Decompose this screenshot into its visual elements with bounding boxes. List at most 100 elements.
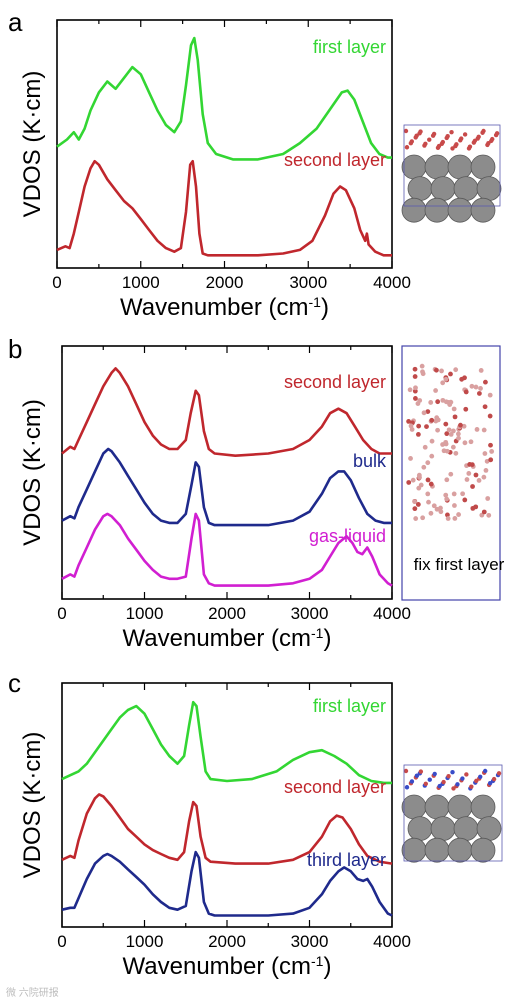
adsorbed-molecule xyxy=(423,781,428,786)
water-molecule xyxy=(474,427,480,432)
x-tick-label: 1000 xyxy=(126,604,164,623)
water-molecule xyxy=(445,512,450,518)
adsorbed-molecule xyxy=(459,136,464,141)
water-molecule xyxy=(416,472,422,478)
x-tick-label: 0 xyxy=(57,604,66,623)
metal-atom xyxy=(401,837,427,863)
adsorbed-molecule xyxy=(486,140,491,146)
x-axis-label: Wavenumber (cm-1) xyxy=(123,953,332,980)
adsorbed-molecule xyxy=(427,777,432,782)
x-axis-label-close: ) xyxy=(323,625,331,652)
metal-atom xyxy=(447,154,473,180)
x-axis-label-superscript: -1 xyxy=(309,294,322,310)
water-molecule xyxy=(452,516,458,521)
adsorbed-molecule xyxy=(440,139,446,145)
metal-atom xyxy=(401,197,427,223)
water-molecule xyxy=(412,506,418,512)
water-molecule xyxy=(422,444,428,450)
adsorbed-molecule xyxy=(445,134,450,139)
water-molecule xyxy=(424,424,429,430)
metal-atom xyxy=(430,816,456,841)
adsorbed-molecule xyxy=(496,771,502,776)
water-molecule xyxy=(415,432,421,437)
water-molecule xyxy=(419,363,425,369)
water-molecule xyxy=(463,406,469,412)
water-molecule xyxy=(428,400,434,405)
water-molecule xyxy=(451,491,457,497)
adsorbed-molecule xyxy=(451,786,456,791)
x-axis-label-close: ) xyxy=(323,953,331,980)
water-molecule xyxy=(412,374,418,379)
metal-atom xyxy=(470,837,496,863)
x-tick-label: 2000 xyxy=(208,604,246,623)
water-molecule xyxy=(463,389,469,395)
water-molecule xyxy=(406,419,412,424)
water-molecule xyxy=(456,512,461,517)
metal-atom xyxy=(424,154,450,180)
x-tick-label: 4000 xyxy=(373,604,411,623)
metal-atom xyxy=(424,197,450,223)
water-molecule xyxy=(420,515,426,521)
water-molecule xyxy=(434,415,440,421)
legend-bulk: bulk xyxy=(353,451,387,471)
water-molecule xyxy=(410,477,416,483)
adsorbed-molecule xyxy=(478,774,483,780)
water-molecule xyxy=(487,392,493,398)
adsorbed-molecule xyxy=(418,769,424,774)
water-molecule xyxy=(466,471,472,476)
water-molecule xyxy=(413,385,418,391)
watermark: 微 六院研报 xyxy=(6,988,59,999)
water-molecule xyxy=(415,502,421,507)
water-molecule xyxy=(416,423,422,429)
x-axis-label-superscript: -1 xyxy=(311,625,324,641)
water-molecule xyxy=(426,499,431,505)
water-molecule xyxy=(459,376,465,382)
panel-a-letter: a xyxy=(8,7,23,37)
water-molecule xyxy=(444,496,450,502)
water-molecule xyxy=(413,396,418,401)
adsorbed-molecule xyxy=(418,129,423,134)
panel-a-frame xyxy=(56,19,393,269)
water-molecule xyxy=(417,398,423,403)
legend-first-layer: first layer xyxy=(313,37,386,57)
adsorbed-molecule xyxy=(449,129,454,135)
water-molecule xyxy=(445,516,451,521)
adsorbed-molecule xyxy=(469,784,474,789)
adsorbed-molecule xyxy=(432,771,437,777)
adsorbed-molecule xyxy=(414,133,419,138)
adsorbed-molecule xyxy=(482,768,488,774)
water-molecule xyxy=(435,427,440,433)
water-molecule xyxy=(489,449,495,454)
water-molecule xyxy=(431,503,437,509)
x-axis-label: Wavenumber (cm-1) xyxy=(123,625,332,652)
water-molecule xyxy=(444,431,450,437)
adsorbed-molecule xyxy=(450,769,455,775)
water-molecule xyxy=(406,480,412,485)
water-molecule xyxy=(416,485,422,491)
adsorbed-molecule xyxy=(462,132,468,137)
adsorbed-molecule xyxy=(423,141,428,146)
x-tick-label: 3000 xyxy=(289,273,327,292)
water-molecule xyxy=(421,464,427,470)
metal-atom xyxy=(476,176,502,202)
legend-gas-liquid: gas-liquid xyxy=(309,526,386,546)
metal-atom xyxy=(453,816,479,841)
adsorbed-molecule xyxy=(474,778,479,784)
water-molecule xyxy=(435,399,441,405)
x-tick-label: 3000 xyxy=(291,932,329,951)
y-axis-label: VDOS (K·cm) xyxy=(19,399,46,546)
adsorbed-molecule xyxy=(437,783,442,789)
x-axis-label-close: ) xyxy=(321,294,329,321)
x-tick-label: 4000 xyxy=(373,273,411,292)
water-molecule xyxy=(451,428,456,434)
simulation-box xyxy=(401,345,501,601)
x-tick-label: 2000 xyxy=(208,932,246,951)
water-molecule xyxy=(425,491,431,497)
adsorbed-molecule xyxy=(431,131,437,137)
x-tick-label: 0 xyxy=(52,273,61,292)
water-molecule xyxy=(443,421,449,427)
metal-atom xyxy=(470,794,496,820)
water-molecule xyxy=(425,477,431,483)
adsorbed-molecule xyxy=(476,134,481,140)
